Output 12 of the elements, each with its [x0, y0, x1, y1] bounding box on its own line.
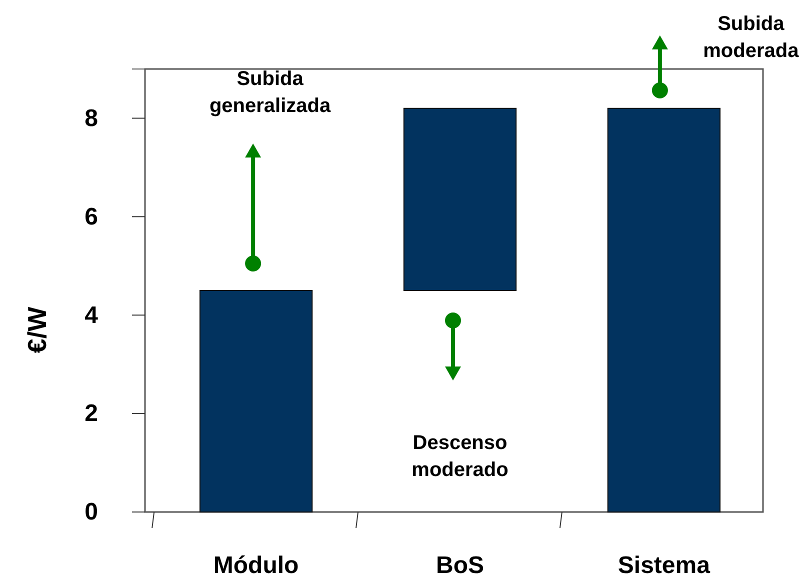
y-tick-label: 8: [84, 104, 98, 132]
annotation: Descenso moderado: [412, 432, 508, 481]
x-tick-label: Módulo: [213, 552, 299, 579]
y-tick-label: 2: [84, 400, 98, 428]
y-tick-label: 4: [84, 302, 99, 329]
x-tick-label: Sistema: [618, 552, 711, 579]
y-tick-label: 6: [84, 203, 98, 230]
y-axis-title: €/W: [22, 306, 52, 354]
text: Subida moderada: [703, 13, 800, 62]
annotation: Subida generalizada: [209, 68, 332, 117]
y-tick-label: 0: [84, 498, 98, 526]
x-tick-label: BoS: [436, 552, 484, 579]
